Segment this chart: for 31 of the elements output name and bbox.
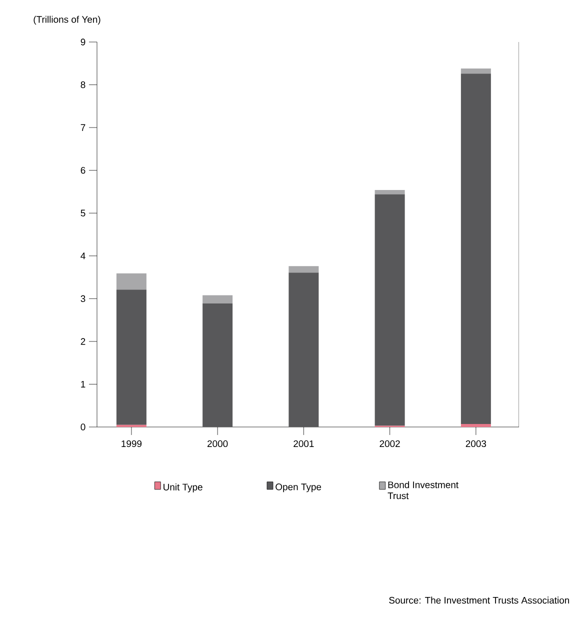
legend-label: Open Type: [276, 484, 322, 492]
bar: [288, 266, 319, 273]
x-tick-label: 1999: [122, 440, 142, 448]
bar: [374, 194, 405, 426]
legend-label: Unit Type: [164, 484, 202, 492]
y-tick-label: 7: [80, 124, 86, 131]
y-axis-title: (Trillions of Yen): [34, 16, 100, 25]
y-tick-label: 0: [80, 424, 86, 430]
y-tick-label: 1: [81, 380, 86, 388]
source-note: Source: The Investment Trusts Association: [389, 596, 570, 604]
bar: [460, 68, 491, 74]
bar: [460, 74, 491, 424]
y-tick-label: 3: [80, 295, 86, 302]
legend-label: Bond Investment Trust: [388, 481, 458, 500]
y-tick-label: 5: [80, 210, 86, 216]
y-tick-label: 2: [80, 338, 86, 345]
bar: [202, 303, 233, 427]
x-tick-label: 2003: [466, 440, 486, 448]
y-tick-label: 6: [80, 166, 86, 174]
y-tick-label: 4: [80, 252, 86, 260]
y-tick-label: 8: [80, 81, 86, 88]
bar: [460, 424, 491, 427]
x-tick-label: 2001: [294, 440, 314, 448]
bar: [288, 272, 319, 427]
y-tick-label: 9: [80, 38, 86, 46]
bar: [116, 290, 146, 425]
bar: [202, 295, 233, 304]
x-tick-label: 2002: [380, 440, 400, 448]
bar: [374, 190, 405, 194]
bar: [116, 273, 146, 290]
x-tick-label: 2000: [208, 440, 228, 448]
